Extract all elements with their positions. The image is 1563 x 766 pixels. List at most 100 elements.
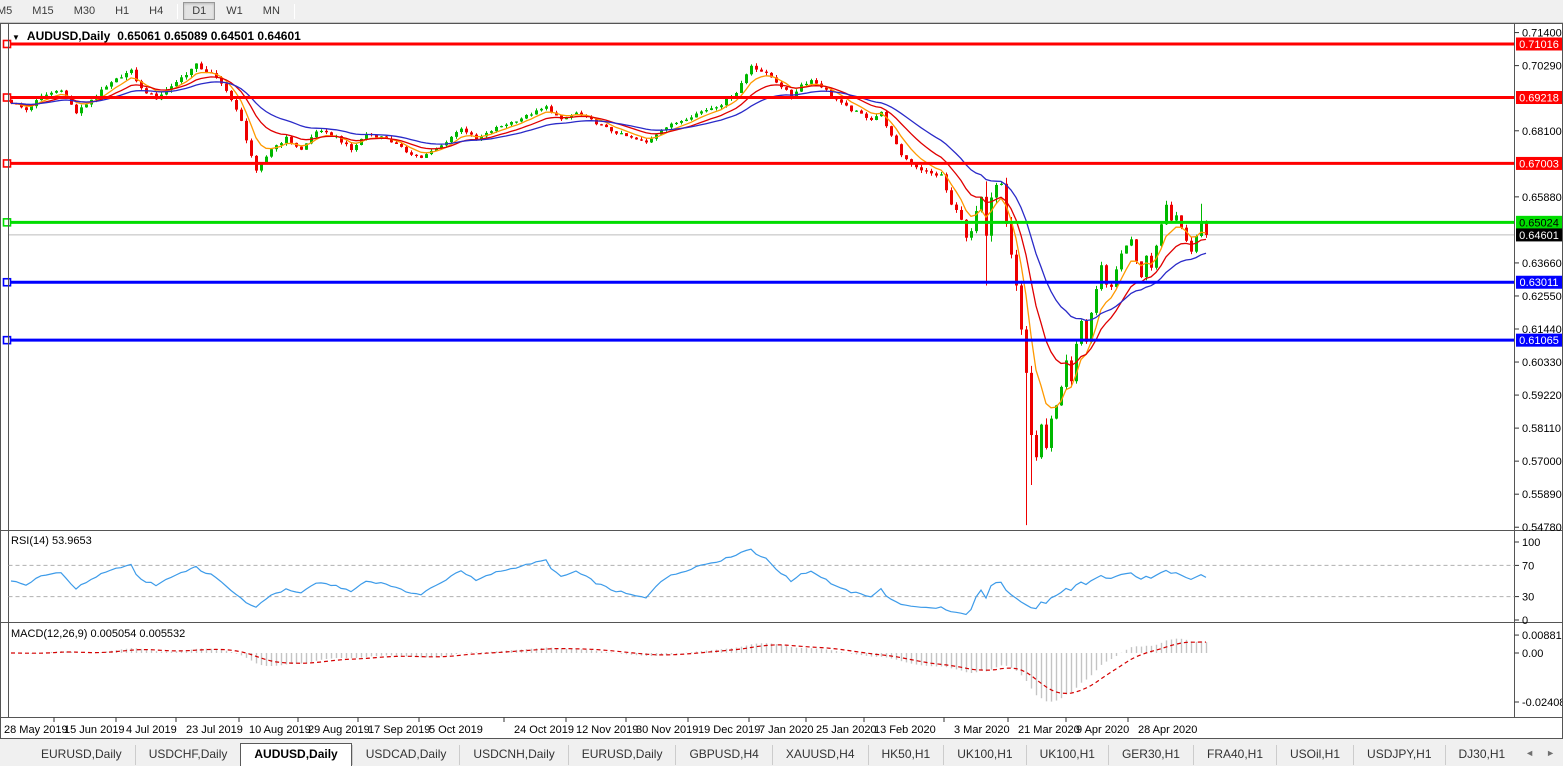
candle-body <box>645 140 648 143</box>
candle-body <box>325 130 328 133</box>
candle-body <box>575 112 578 116</box>
chart-tab-usoil-h1[interactable]: USOil,H1 <box>1276 745 1353 765</box>
chart-tab-xauusd-h4[interactable]: XAUUSD,H4 <box>771 745 868 765</box>
tab-scroll-right-icon[interactable]: ► <box>1546 748 1555 758</box>
price-tick-label: 0.59220 <box>1522 390 1562 402</box>
timeframe-button-m5[interactable]: M5 <box>0 5 13 17</box>
level-drag-handle[interactable] <box>2 277 12 287</box>
timeframe-toolbar: M5 M15 M30 H1 H4 D1 W1 MN <box>0 0 1563 23</box>
timeframe-button-h1[interactable]: H1 <box>115 5 130 17</box>
candle-body <box>1040 424 1043 458</box>
chart-tab-eurusd-daily[interactable]: EURUSD,Daily <box>41 747 122 761</box>
candle-body <box>520 118 523 122</box>
candle-body <box>580 112 583 116</box>
chart-tab-uk100-h1[interactable]: UK100,H1 <box>1025 745 1108 765</box>
timeframe-button-w1[interactable]: W1 <box>226 5 243 17</box>
candle-body <box>740 83 743 94</box>
candle-body <box>600 124 603 126</box>
candle-body <box>60 90 63 92</box>
candle-body <box>1010 223 1013 255</box>
macd-indicator-label: MACD(12,26,9) 0.005054 0.005532 <box>11 628 186 640</box>
rsi-scale-label: 30 <box>1522 592 1534 604</box>
chart-tab-eurusd-daily[interactable]: EURUSD,Daily <box>567 745 676 765</box>
candle-body <box>55 90 58 93</box>
candle-body <box>115 78 118 83</box>
candle-body <box>365 133 368 139</box>
chart-tab-ger30-h1[interactable]: GER30,H1 <box>1107 745 1193 765</box>
candle-body <box>625 133 628 137</box>
tab-scroll-left-icon[interactable]: ◄ <box>1525 748 1535 758</box>
timeframe-button-m30[interactable]: M30 <box>73 5 96 17</box>
price-tick-label: 0.60330 <box>1522 357 1562 369</box>
candle-body <box>420 155 423 158</box>
current-price-badge <box>1516 228 1562 242</box>
chart-tab-fra40-h1[interactable]: FRA40,H1 <box>1192 745 1276 765</box>
candle-body <box>965 219 968 238</box>
toolbar-separator <box>177 3 179 19</box>
level-drag-handle[interactable] <box>2 93 12 102</box>
level-drag-handle[interactable] <box>2 335 12 345</box>
candle-body <box>635 137 638 140</box>
candle-body <box>250 140 253 156</box>
candle-body <box>140 81 143 89</box>
candle-body <box>855 110 858 112</box>
date-axis-label: 24 Oct 2019 <box>514 724 574 736</box>
candle-body <box>345 142 348 145</box>
candle-body <box>1145 255 1148 278</box>
candle-body <box>940 174 943 176</box>
candle-body <box>405 146 408 153</box>
candle-body <box>440 145 443 149</box>
chart-tab-usdcnh-daily[interactable]: USDCNH,Daily <box>459 745 567 765</box>
timeframe-button-m15[interactable]: M15 <box>32 5 54 17</box>
candle-body <box>700 111 703 114</box>
candle-body <box>510 122 513 125</box>
date-axis-label: 25 Jan 2020 <box>816 724 877 736</box>
chart-tab-dj30-h1[interactable]: DJ30,H1 <box>1444 745 1519 765</box>
timeframe-button-d1[interactable]: D1 <box>183 2 216 20</box>
candle-body <box>910 159 913 165</box>
macd-scale-label: 0.00 <box>1522 648 1543 660</box>
timeframe-button-h4[interactable]: H4 <box>149 5 164 17</box>
symbol-dropdown-icon[interactable]: ▼ <box>12 32 20 42</box>
chart-tab-gbpusd-h4[interactable]: GBPUSD,H4 <box>675 745 771 765</box>
candle-body <box>870 117 873 120</box>
candle-body <box>875 116 878 120</box>
price-tick-label: 0.55890 <box>1522 489 1562 501</box>
price-chart-canvas[interactable]: 0.71400 0.70290 0.68100 0.65880 0.63660 0.625… <box>1 24 1563 738</box>
candle-body <box>650 138 653 143</box>
level-drag-handle[interactable] <box>2 39 12 49</box>
chart-tab-uk100-h1[interactable]: UK100,H1 <box>943 745 1025 765</box>
chart-tab-usdcad-daily[interactable]: USDCAD,Daily <box>351 745 460 765</box>
candle-body <box>765 71 768 73</box>
candle-body <box>540 108 543 111</box>
level-drag-handle[interactable] <box>2 218 12 227</box>
candle-body <box>1140 261 1143 278</box>
candle-body <box>665 127 668 131</box>
candle-body <box>785 87 788 90</box>
level-price-badge-label: 0.63011 <box>1520 277 1559 289</box>
candle-body <box>775 77 778 83</box>
timeframe-button-mn[interactable]: MN <box>262 5 280 17</box>
current-price-badge-label: 0.64601 <box>1519 230 1559 242</box>
chart-title: ▼ AUDUSD,Daily 0.65061 0.65089 0.64501 0… <box>12 29 301 43</box>
candle-body <box>375 134 378 138</box>
candle-body <box>110 82 113 87</box>
moving-average-line-6 <box>10 71 1207 409</box>
candle-body <box>470 132 473 135</box>
candle-body <box>455 132 458 137</box>
candle-body <box>605 124 608 128</box>
moving-average-line-25 <box>11 81 1207 322</box>
candle-body <box>65 90 68 97</box>
rsi-scale-label: 100 <box>1522 537 1540 549</box>
toolbar-separator <box>293 3 295 19</box>
candle-body <box>1000 183 1003 185</box>
chart-tab-usdjpy-h1[interactable]: USDJPY,H1 <box>1353 745 1444 765</box>
chart-tab-hk50-h1[interactable]: HK50,H1 <box>867 745 944 765</box>
candle-body <box>425 154 428 158</box>
chart-tab-usdchf-daily[interactable]: USDCHF,Daily <box>134 745 241 765</box>
level-drag-handle[interactable] <box>2 159 12 168</box>
candle-body <box>80 107 83 114</box>
candle-body <box>515 121 518 123</box>
candle-body <box>340 136 343 143</box>
chart-tab-audusd-daily[interactable]: AUDUSD,Daily <box>240 743 352 766</box>
